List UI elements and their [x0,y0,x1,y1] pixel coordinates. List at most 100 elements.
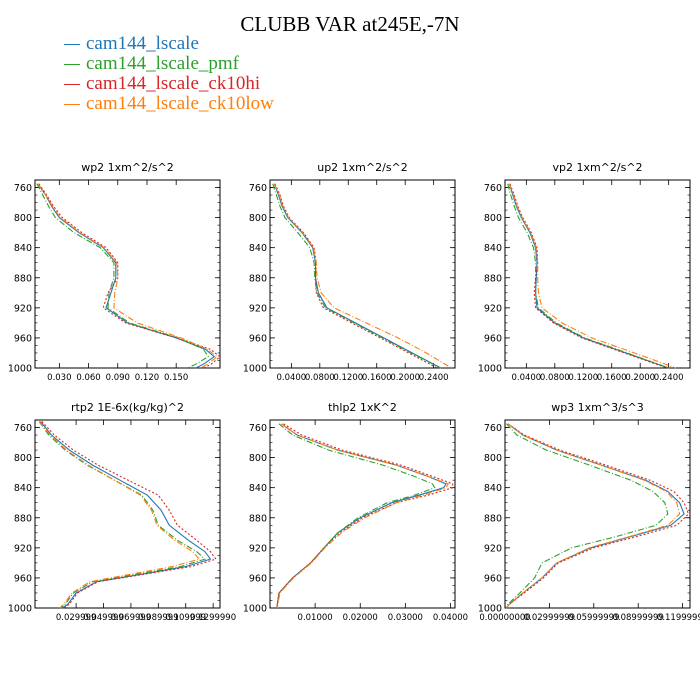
legend-swatch [64,44,80,46]
series-line [276,423,450,609]
y-tick-label: 1000 [478,364,502,375]
legend-item: cam144_lscale_ck10low [64,94,274,114]
y-tick-label: 760 [14,423,32,434]
y-tick-label: 920 [484,303,502,314]
legend-swatch [64,64,80,66]
series-line [509,183,668,369]
y-tick-label: 840 [14,483,32,494]
legend-label: cam144_lscale [86,33,199,54]
x-tick-label: 0.03000 [388,613,423,623]
y-tick-label: 800 [249,213,267,224]
series-line [38,421,201,609]
x-tick-label: 0.0400 [276,373,306,383]
y-tick-label: 920 [484,543,502,554]
chart-title: rtp2 1E-6x(kg/kg)^2 [71,401,184,414]
y-tick-label: 840 [484,483,502,494]
legend-label: cam144_lscale_ck10low [86,93,274,114]
y-tick-label: 840 [484,243,502,254]
legend-item: cam144_lscale [64,34,274,54]
series-line [274,183,438,369]
x-tick-label: 0.150 [164,373,188,383]
legend-swatch [64,104,80,106]
y-tick-label: 1000 [8,364,32,375]
series-line [272,183,442,369]
y-tick-label: 1000 [8,604,32,615]
x-tick-label: 0.02000 [343,613,378,623]
x-tick-label: 0.060 [76,373,100,383]
chart-title: up2 1xm^2/s^2 [317,161,408,174]
legend-swatch [64,84,80,86]
y-tick-label: 840 [14,243,32,254]
y-tick-label: 960 [249,333,267,344]
chart-title: thlp2 1xK^2 [328,401,397,414]
x-tick-label: 0.089999 [138,613,179,623]
y-tick-label: 840 [249,243,267,254]
chart-panel: vp2 1xm^2/s^2 760 800 840 880 920 960 1000 0.040… [478,161,691,383]
series-line [506,423,685,609]
series-line [273,183,452,369]
x-tick-label: 0.120 [135,373,159,383]
y-tick-label: 760 [249,183,267,194]
y-tick-label: 920 [14,303,32,314]
x-tick-label: 0.109999 [165,613,206,623]
x-tick-label: 0.11999999 [657,613,700,623]
y-tick-label: 800 [249,453,267,464]
series-line [276,423,447,609]
chart-panel: wp2 1xm^2/s^2 760 800 840 880 920 960 1000 0.030… [8,161,221,383]
legend-label: cam144_lscale_pmf [86,53,240,74]
y-tick-label: 880 [14,513,32,524]
plot-frame [34,419,221,609]
plot-frame [269,419,456,609]
plot-frame [504,179,691,369]
legend-item: cam144_lscale_pmf [64,54,274,74]
x-tick-label: 0.01000 [298,613,333,623]
y-tick-label: 800 [14,213,32,224]
series-line [276,423,454,609]
legend: cam144_lscale cam144_lscale_pmf cam144_l… [64,34,274,114]
y-tick-label: 960 [484,573,502,584]
x-tick-label: 0.030 [47,373,71,383]
x-tick-label: 0.04000 [433,613,468,623]
chart-title: vp2 1xm^2/s^2 [552,161,642,174]
y-tick-label: 920 [14,543,32,554]
series-line [508,183,676,369]
y-tick-label: 880 [484,273,502,284]
series-line [41,421,217,609]
x-tick-label: 0.069999 [111,613,152,623]
series-line [38,183,221,369]
x-tick-label: 0.1299990 [190,613,236,623]
series-line [40,421,212,609]
y-tick-label: 920 [249,543,267,554]
y-tick-label: 760 [484,423,502,434]
y-tick-label: 1000 [243,364,267,375]
chart-panel: rtp2 1E-6x(kg/kg)^2 760 800 840 880 920 960 100… [8,401,236,623]
legend-item: cam144_lscale_ck10hi [64,74,274,94]
x-tick-label: 0.0400 [511,373,541,383]
y-tick-label: 880 [14,273,32,284]
y-tick-label: 880 [249,513,267,524]
y-tick-label: 880 [484,513,502,524]
chart-title: wp3 1xm^3/s^3 [551,401,644,414]
x-tick-label: 0.1600 [597,373,627,383]
series-line [276,423,436,609]
x-tick-label: 0.08999999 [613,613,664,623]
y-tick-label: 760 [249,423,267,434]
y-tick-label: 760 [14,183,32,194]
y-tick-label: 960 [249,573,267,584]
x-tick-label: 0.1200 [333,373,363,383]
series-line [505,423,669,609]
y-tick-label: 840 [249,483,267,494]
legend-label: cam144_lscale_ck10hi [86,73,261,94]
x-tick-label: 0.2000 [625,373,655,383]
x-tick-label: 0.2400 [654,373,684,383]
y-tick-label: 960 [484,333,502,344]
y-tick-label: 800 [484,453,502,464]
y-tick-label: 1000 [478,604,502,615]
x-tick-label: 0.029999 [56,613,97,623]
series-line [506,423,681,609]
y-tick-label: 800 [484,213,502,224]
series-line [506,423,690,609]
x-tick-label: 0.0800 [305,373,335,383]
chart-panel: wp3 1xm^3/s^3 760 800 840 880 920 960 10000.000… [478,401,700,623]
